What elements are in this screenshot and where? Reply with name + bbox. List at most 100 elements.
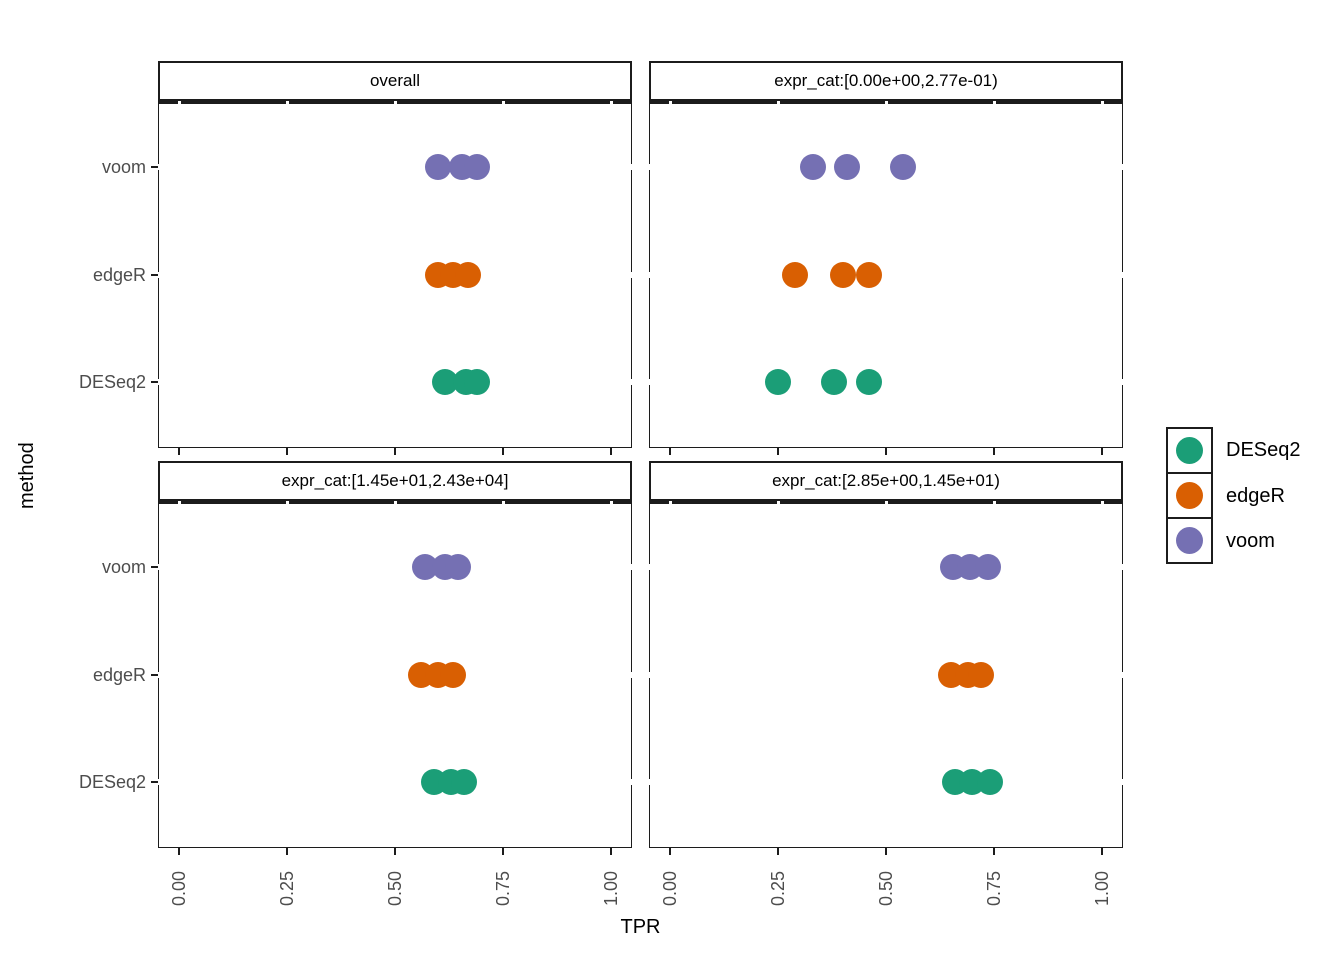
x-axis-tick bbox=[394, 848, 396, 855]
x-axis-tick bbox=[286, 848, 288, 855]
panel-border-notch bbox=[884, 101, 888, 105]
legend-label: edgeR bbox=[1226, 485, 1285, 507]
panel-border-notch bbox=[668, 101, 672, 105]
x-axis-label: 1.00 bbox=[601, 870, 621, 906]
x-axis-label: 0.25 bbox=[768, 870, 788, 906]
data-point-DESeq2 bbox=[464, 369, 491, 395]
data-point-DESeq2 bbox=[855, 369, 882, 395]
y-axis-label: edgeR bbox=[92, 664, 146, 685]
legend: DESeq2 edgeR voom bbox=[1166, 427, 1301, 564]
x-axis-tick bbox=[1101, 448, 1103, 455]
panel-border-notch bbox=[1120, 379, 1123, 385]
panel-border-notch bbox=[158, 271, 161, 278]
data-point-voom bbox=[799, 154, 826, 180]
facet-strip-title: overall bbox=[369, 71, 421, 90]
x-axis-tick bbox=[777, 448, 779, 455]
panel-border-notch bbox=[1100, 101, 1104, 105]
y-axis-tick bbox=[151, 781, 158, 783]
x-axis-label: 0.50 bbox=[876, 870, 896, 906]
y-axis-label: edgeR bbox=[92, 264, 146, 285]
panel-border-notch bbox=[158, 779, 161, 785]
panel-border-notch bbox=[158, 564, 161, 570]
panel-border-notch bbox=[884, 501, 888, 505]
facet-strip-title: expr_cat:[2.85e+00,1.45e+01) bbox=[772, 471, 1000, 490]
legend-key-box bbox=[1166, 517, 1213, 564]
panel-border-notch bbox=[177, 501, 181, 505]
x-axis-tick bbox=[993, 848, 995, 855]
panel-border-notch bbox=[992, 101, 996, 105]
panel-border-notch bbox=[1120, 779, 1123, 785]
panel-border-notch bbox=[1120, 564, 1123, 570]
legend-key-box bbox=[1166, 427, 1213, 474]
y-axis-tick bbox=[151, 166, 158, 168]
x-axis-label: 0.75 bbox=[493, 870, 513, 906]
y-axis-label: voom bbox=[101, 157, 146, 177]
x-axis-label: 1.00 bbox=[1092, 870, 1112, 906]
x-axis-tick bbox=[777, 848, 779, 855]
x-axis-tick bbox=[669, 848, 671, 855]
panel-border-notch bbox=[629, 271, 632, 278]
data-point-DESeq2 bbox=[976, 769, 1003, 795]
data-point-edgeR bbox=[440, 661, 467, 688]
x-axis-label: 0.75 bbox=[984, 870, 1004, 906]
panel-border-notch bbox=[992, 501, 996, 505]
facet-panel bbox=[649, 101, 1123, 448]
panel-border-notch bbox=[501, 101, 505, 105]
panel-border-notch bbox=[1100, 501, 1104, 505]
data-point-voom bbox=[444, 554, 471, 580]
panel-border-notch bbox=[158, 164, 161, 170]
x-axis-tick bbox=[885, 448, 887, 455]
panel-border-notch bbox=[629, 564, 632, 570]
panel-border-notch bbox=[649, 671, 652, 678]
y-axis-title: method bbox=[16, 442, 38, 509]
data-point-edgeR bbox=[968, 661, 995, 688]
x-axis-label: 0.25 bbox=[277, 870, 297, 906]
facet-panel bbox=[158, 101, 632, 448]
data-point-voom bbox=[464, 154, 491, 180]
panel-border-notch bbox=[649, 379, 652, 385]
panel-border-notch bbox=[649, 164, 652, 170]
legend-dot-icon bbox=[1176, 437, 1203, 464]
panel-border-notch bbox=[629, 671, 632, 678]
panel-border-notch bbox=[177, 101, 181, 105]
x-axis-tick bbox=[502, 448, 504, 455]
x-axis-tick bbox=[394, 448, 396, 455]
panel-border-notch bbox=[776, 101, 780, 105]
facet-strip: overall bbox=[158, 61, 632, 101]
y-axis-tick bbox=[151, 566, 158, 568]
panel-border-notch bbox=[1120, 671, 1123, 678]
facet-strip: expr_cat:[2.85e+00,1.45e+01) bbox=[649, 461, 1123, 501]
panel-border-notch bbox=[285, 101, 289, 105]
panel-border-notch bbox=[609, 501, 613, 505]
facet-strip-title: expr_cat:[1.45e+01,2.43e+04] bbox=[281, 471, 509, 490]
y-axis-tick bbox=[151, 673, 158, 676]
legend-label: voom bbox=[1226, 530, 1275, 552]
panel-border-notch bbox=[158, 671, 161, 678]
facet-strip: expr_cat:[1.45e+01,2.43e+04] bbox=[158, 461, 632, 501]
x-axis-tick bbox=[885, 848, 887, 855]
data-point-edgeR bbox=[455, 261, 482, 288]
x-axis-title: TPR bbox=[620, 916, 661, 938]
data-point-DESeq2 bbox=[451, 769, 478, 795]
panel-border-notch bbox=[609, 101, 613, 105]
legend-key-box bbox=[1166, 472, 1213, 519]
legend-entry: DESeq2 bbox=[1166, 427, 1301, 474]
legend-label: DESeq2 bbox=[1226, 439, 1301, 461]
data-point-DESeq2 bbox=[821, 369, 848, 395]
x-axis-tick bbox=[178, 848, 180, 855]
panel-border-notch bbox=[649, 271, 652, 278]
x-axis-tick bbox=[286, 448, 288, 455]
panel-border-notch bbox=[393, 101, 397, 105]
x-axis-label: 0.00 bbox=[660, 870, 680, 906]
panel-border-notch bbox=[1120, 271, 1123, 278]
y-axis-label: DESeq2 bbox=[78, 372, 146, 392]
data-point-voom bbox=[890, 154, 917, 180]
x-axis-tick bbox=[502, 848, 504, 855]
panel-border-notch bbox=[1120, 164, 1123, 170]
y-axis-tick bbox=[151, 273, 158, 276]
facet-panel bbox=[158, 501, 632, 848]
panel-border-notch bbox=[501, 501, 505, 505]
facet-panel bbox=[649, 501, 1123, 848]
y-axis-label: voom bbox=[101, 557, 146, 577]
